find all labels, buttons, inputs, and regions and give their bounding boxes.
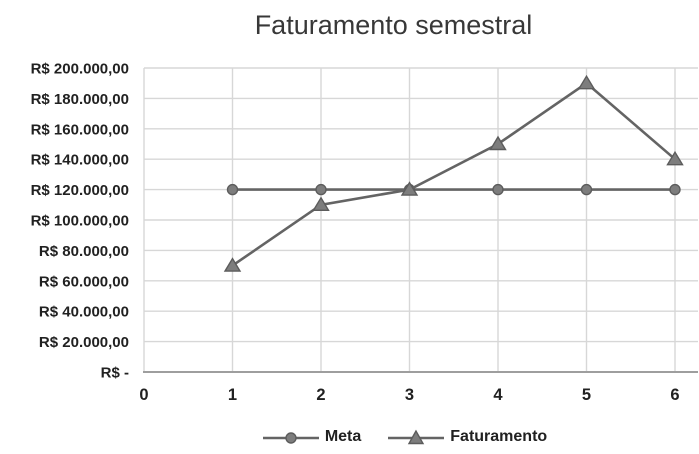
y-tick-label: R$ 140.000,00 [31,152,129,169]
faturamento-marker [666,150,684,166]
triangle-line-legend-marker-icon [388,429,445,445]
legend: Meta Faturamento [55,428,699,446]
legend-label: Faturamento [450,428,548,445]
y-tick-label: R$ 160.000,00 [31,121,129,138]
faturamento-marker [223,257,242,272]
x-tick-label: 4 [493,386,503,404]
meta-marker [580,183,593,196]
x-tick-label: 6 [670,386,679,404]
meta-marker [315,183,327,196]
x-tick-label: 1 [228,386,237,404]
faturamento-marker [312,196,330,211]
chart-title: Faturamento semestral [254,10,533,40]
x-tick-label: 0 [139,386,148,404]
legend-triangle-marker [408,429,425,445]
faturamento-marker [400,181,419,196]
meta-marker [669,183,681,196]
legend-item-faturamento: Faturamento [387,428,547,446]
y-tick-label: R$ 120.000,00 [31,182,129,199]
faturamento-marker [577,74,596,90]
circle-line-legend-marker-icon [262,432,319,444]
meta-marker [492,183,504,196]
legend-circle-marker [285,432,297,444]
x-tick-label: 5 [582,386,591,404]
y-tick-label: R$ 180.000,00 [31,91,129,108]
y-tick-label: R$ 80.000,00 [39,243,129,260]
x-tick-label: 2 [316,386,325,404]
meta-marker [226,183,239,196]
legend-item-meta: Meta [262,428,361,446]
faturamento-marker [489,135,507,151]
y-tick-label: R$ 200.000,00 [31,61,129,78]
y-tick-label: R$ 60.000,00 [39,273,129,290]
x-tick-label: 3 [405,386,414,404]
series-line-faturamento [231,81,676,267]
y-tick-label: R$ 40.000,00 [39,304,129,321]
y-tick-label: R$ 100.000,00 [31,213,129,230]
y-tick-label: R$ 20.000,00 [39,334,129,351]
legend-label: Meta [324,428,362,445]
y-tick-label: R$ - [101,365,129,382]
